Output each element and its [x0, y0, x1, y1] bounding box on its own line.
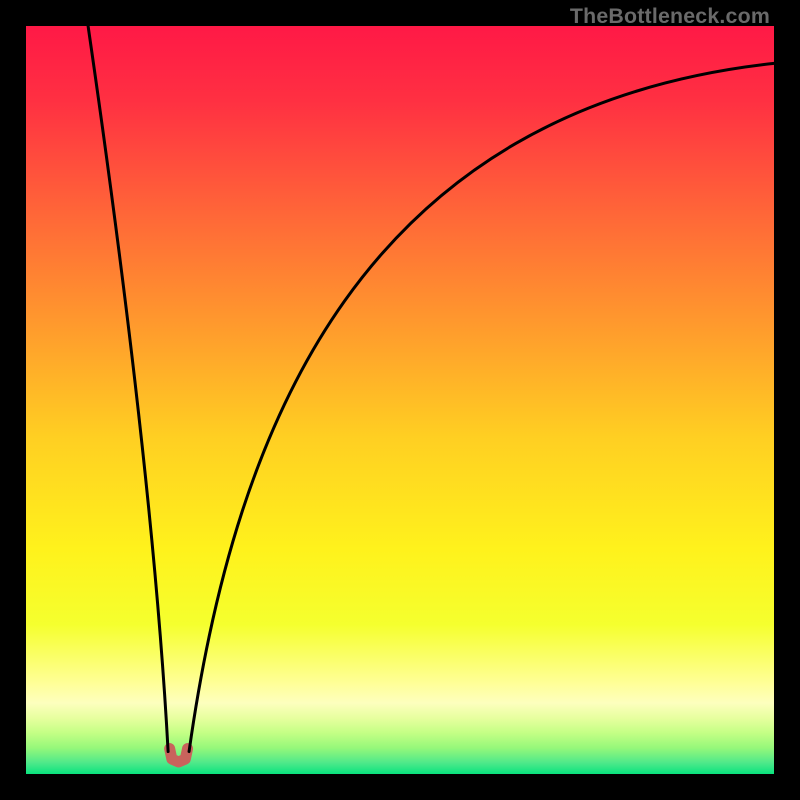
- dip-marker: [170, 749, 188, 762]
- curve-right-branch: [189, 63, 774, 751]
- plot-area: [26, 26, 774, 774]
- chart-container: TheBottleneck.com: [0, 0, 800, 800]
- curve-layer: [26, 26, 774, 774]
- curve-left-branch: [88, 26, 168, 752]
